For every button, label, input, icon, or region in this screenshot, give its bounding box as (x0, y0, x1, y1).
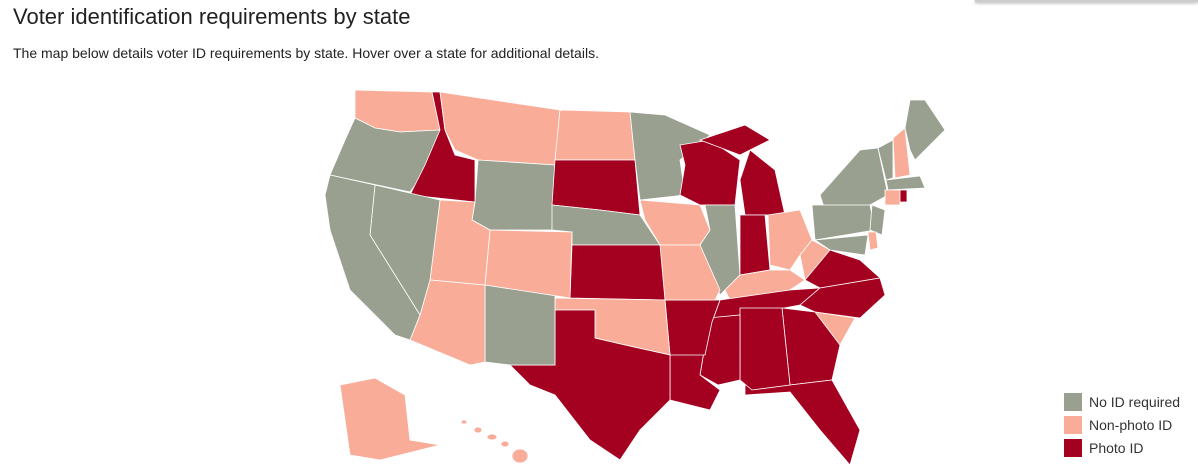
state[interactable] (867, 231, 879, 251)
state[interactable] (739, 214, 771, 276)
legend-swatch (1064, 415, 1082, 434)
state[interactable] (892, 127, 911, 179)
state[interactable] (484, 284, 556, 366)
state[interactable] (877, 139, 894, 181)
state[interactable] (339, 377, 441, 461)
legend-item: Photo ID (1064, 436, 1180, 459)
state[interactable] (460, 419, 468, 425)
state[interactable] (698, 124, 771, 156)
state[interactable] (819, 147, 889, 211)
state[interactable] (739, 149, 786, 216)
state[interactable] (699, 204, 741, 296)
state[interactable] (811, 204, 876, 241)
state[interactable] (324, 174, 421, 341)
state[interactable] (899, 189, 908, 203)
state[interactable] (739, 307, 791, 391)
legend-item: Non-photo ID (1064, 413, 1180, 436)
state[interactable] (473, 426, 483, 434)
state[interactable] (884, 189, 901, 206)
state[interactable] (885, 175, 926, 191)
state[interactable] (486, 433, 498, 441)
state[interactable] (904, 99, 946, 161)
legend-swatch (1064, 392, 1082, 411)
legend-swatch (1064, 438, 1082, 457)
state[interactable] (569, 244, 666, 301)
legend-label: Photo ID (1089, 439, 1144, 456)
subtitle: The map below details voter ID requireme… (13, 45, 599, 61)
legend-label: No ID required (1089, 393, 1181, 410)
state[interactable] (511, 448, 529, 464)
legend-label: Non-photo ID (1089, 416, 1173, 433)
state[interactable] (799, 277, 886, 319)
state[interactable] (869, 204, 886, 236)
state[interactable] (744, 379, 861, 466)
state[interactable] (813, 234, 869, 256)
panel-edge (975, 0, 1198, 2)
legend-item: No ID required (1064, 390, 1180, 413)
state[interactable] (471, 159, 556, 231)
title: Voter identification requirements by sta… (13, 4, 411, 29)
state[interactable] (629, 111, 711, 201)
state[interactable] (554, 109, 636, 161)
state[interactable] (804, 249, 881, 289)
state[interactable] (439, 91, 561, 166)
legend: No ID required Non-photo ID Photo ID (1064, 390, 1180, 459)
state[interactable] (500, 440, 510, 448)
state[interactable] (509, 309, 671, 461)
